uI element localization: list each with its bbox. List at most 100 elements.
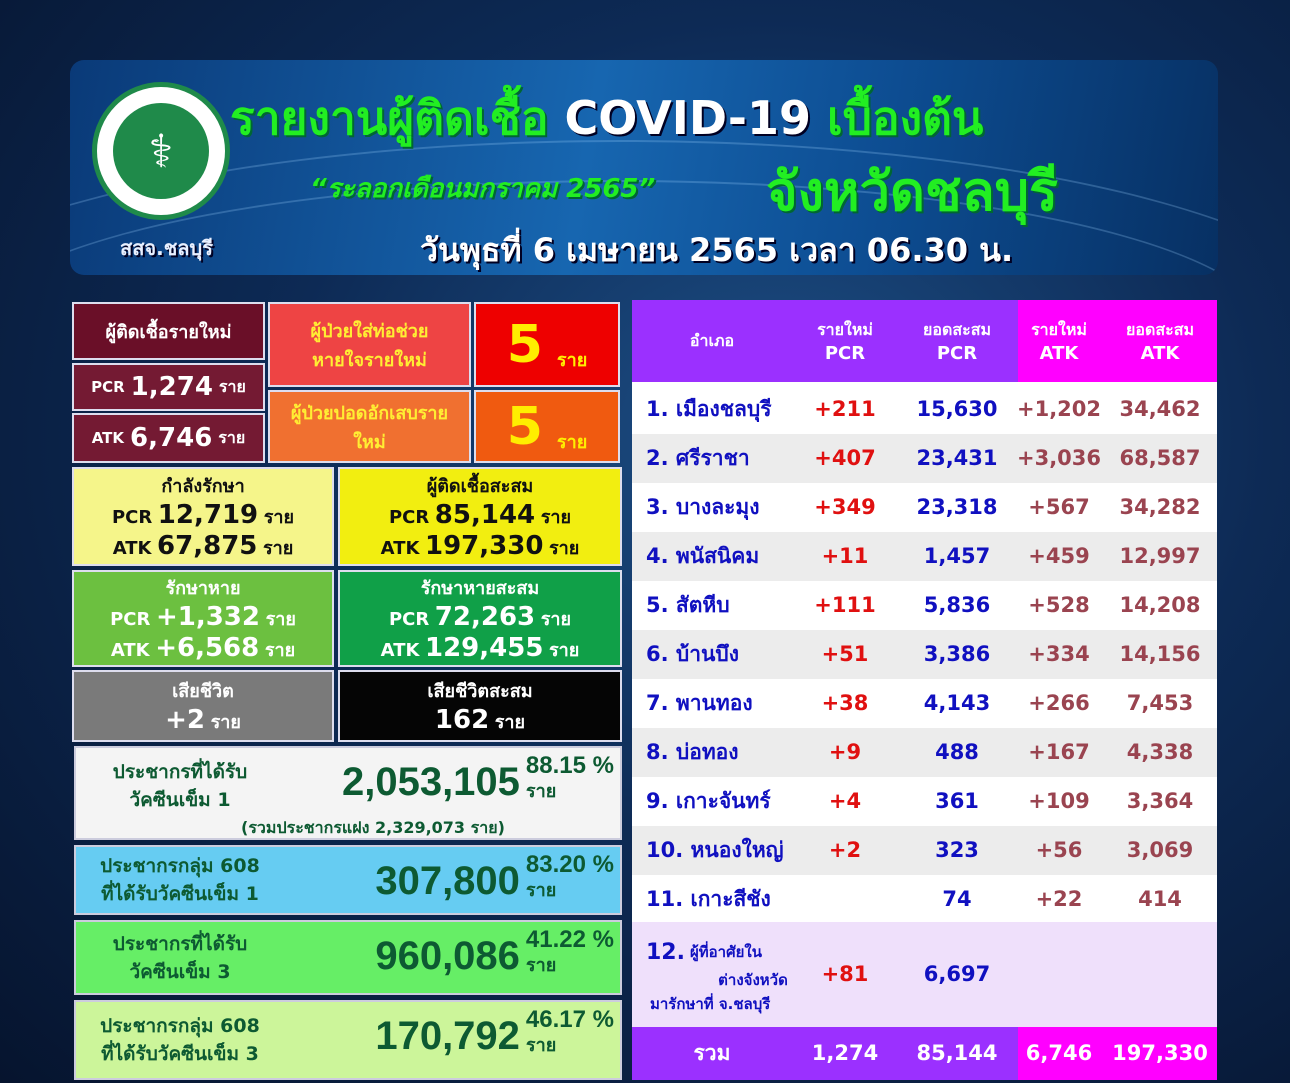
- table-row: 2. ศรีราชา +407 23,431 +3,036 68,587: [632, 434, 1217, 483]
- vaccine-row: ประชากรที่ได้รับ วัคซีนเข็ม 1 2,053,105 8…: [74, 746, 622, 840]
- recovered-cum-box: รักษาหายสะสม PCR 72,263 ราย ATK 129,455 …: [338, 570, 622, 667]
- district-table: อำเภอ รายใหม่ PCR ยอดสะสม PCR รายใหม่ ATK ยอดสะ…: [632, 300, 1217, 1080]
- table-cell: 3,386: [923, 642, 991, 666]
- vaccine-count: 2,053,105: [341, 760, 520, 804]
- table-cell: 5,836: [923, 593, 991, 617]
- ventilator-label: ผู้ป่วยใส่ท่อช่วยหายใจรายใหม่: [268, 302, 471, 387]
- caduceus-icon: ⚕: [113, 103, 209, 199]
- table-cell: +407: [814, 446, 876, 470]
- row12-label-2: ต่างจังหวัด: [718, 971, 788, 989]
- vaccine-percent: 41.22 %: [525, 926, 614, 953]
- column-header: รายใหม่ PCR: [817, 320, 873, 364]
- ventilator-count: 5 ราย: [474, 302, 620, 387]
- vaccine-label: ประชากรกลุ่ม 608 ที่ได้รับวัคซีนเข็ม 1: [100, 855, 260, 905]
- title-suffix: เบื้องต้น: [827, 91, 984, 145]
- table-cell: 15,630: [916, 397, 998, 421]
- pneumonia-label: ผู้ป่วยปอดอักเสบรายใหม่: [268, 390, 471, 463]
- vaccine-unit: ราย: [525, 880, 557, 901]
- new-cases-atk: ATK 6,746 ราย: [72, 413, 265, 463]
- table-header-pcr-bg: [632, 300, 1018, 382]
- table-cell: +528: [1028, 593, 1090, 617]
- table-cell: 3. บางละมุง: [646, 495, 760, 519]
- table-header-atk-bg: [1018, 300, 1217, 382]
- vaccine-count: 960,086: [375, 934, 520, 978]
- table-row: 7. พานทอง +38 4,143 +266 7,453: [632, 679, 1217, 728]
- table-cell: +3,036: [1016, 446, 1102, 470]
- new-cases-label: ผู้ติดเชื้อรายใหม่: [72, 302, 265, 360]
- table-cell: +266: [1028, 691, 1090, 715]
- table-row-12: 12. ผู้ที่อาศัยใน ต่างจังหวัด มารักษาที่…: [632, 922, 1217, 1027]
- vaccine-label: ประชากรที่ได้รับ วัคซีนเข็ม 3: [112, 932, 248, 983]
- table-cell: +211: [814, 397, 876, 421]
- total-row: รวม 1,274 85,144 6,746 197,330: [632, 1029, 1217, 1078]
- vaccine-percent: 83.20 %: [525, 851, 614, 878]
- vaccine-figures: 170,792 46.17 % ราย: [282, 1006, 614, 1060]
- table-cell: +167: [1028, 740, 1090, 764]
- table-cell: 74: [942, 887, 972, 911]
- table-cell: 14,156: [1119, 642, 1201, 666]
- column-header: ยอดสะสม PCR: [922, 320, 992, 364]
- vaccine-row: ประชากรกลุ่ม 608 ที่ได้รับวัคซีนเข็ม 1 30…: [74, 845, 622, 915]
- table-cell: +9: [828, 740, 862, 764]
- table-cell: +459: [1028, 544, 1090, 568]
- table-cell: 3,069: [1126, 838, 1194, 862]
- table-cell: 68,587: [1119, 446, 1201, 470]
- total-cell: 1,274: [811, 1041, 879, 1065]
- table-cell: 11. เกาะสีชัง: [646, 887, 771, 911]
- table-row: 6. บ้านบึง +51 3,386 +334 14,156: [632, 630, 1217, 679]
- table-cell: 7. พานทอง: [646, 691, 753, 715]
- table-cell: 2. ศรีราชา: [646, 446, 750, 470]
- table-cell: +349: [814, 495, 876, 519]
- table-row: 9. เกาะจันทร์ +4 361 +109 3,364: [632, 777, 1217, 826]
- vaccine-count: 307,800: [375, 859, 520, 903]
- row12-pcr-new: +81: [821, 962, 869, 986]
- vaccine-unit: ราย: [525, 781, 557, 802]
- treating-box: กำลังรักษา PCR 12,719 ราย ATK 67,875 ราย: [72, 467, 334, 566]
- ministry-logo: ⚕: [92, 82, 230, 220]
- column-header: ยอดสะสม ATK: [1125, 320, 1195, 364]
- pneumonia-count: 5 ราย: [474, 390, 620, 463]
- row12-label-1: ผู้ที่อาศัยใน: [690, 943, 762, 961]
- vaccine-unit: ราย: [525, 955, 557, 976]
- table-cell: +111: [814, 593, 876, 617]
- table-cell: 361: [935, 789, 979, 813]
- table-cell: +1,202: [1016, 397, 1102, 421]
- row12-label-3: มารักษาที่ จ.ชลบุรี: [650, 995, 771, 1013]
- table-cell: +56: [1035, 838, 1083, 862]
- vaccine-side: 41.22 % ราย: [526, 926, 614, 978]
- org-label: สสจ.ชลบุรี: [120, 236, 213, 260]
- title-thai: รายงานผู้ติดเชื้อ: [230, 91, 549, 145]
- total-cell: 197,330: [1112, 1041, 1208, 1065]
- page-title: รายงานผู้ติดเชื้อ COVID-19 เบื้องต้น: [230, 82, 983, 155]
- table-cell: +51: [821, 642, 869, 666]
- table-cell: 12,997: [1119, 544, 1201, 568]
- header-banner: ⚕ สสจ.ชลบุรี รายงานผู้ติดเชื้อ COVID-19 …: [70, 60, 1218, 275]
- cumulative-box: ผู้ติดเชื้อสะสม PCR 85,144 ราย ATK 197,3…: [338, 467, 622, 566]
- title-covid: COVID-19: [564, 91, 812, 145]
- vaccine-label: ประชากรที่ได้รับ วัคซีนเข็ม 1: [112, 761, 248, 811]
- table-cell: +109: [1028, 789, 1090, 813]
- vaccine-side: 88.15 % ราย: [526, 752, 614, 804]
- vaccine-note: (รวมประชากรแฝง 2,329,073 ราย): [241, 818, 505, 837]
- vaccine-figures: 2,053,105 88.15 % ราย: [282, 752, 614, 806]
- row12-pcr-total: 6,697: [923, 962, 991, 986]
- table-cell: 4. พนัสนิคม: [646, 544, 760, 568]
- total-cell: 6,746: [1025, 1041, 1093, 1065]
- vaccine-label: ประชากรกลุ่ม 608 ที่ได้รับวัคซีนเข็ม 3: [100, 1015, 260, 1065]
- table-cell: 488: [935, 740, 979, 764]
- table-row: 4. พนัสนิคม +11 1,457 +459 12,997: [632, 532, 1217, 581]
- vaccine-percent: 88.15 %: [525, 752, 614, 779]
- table-row: 10. หนองใหญ่ +2 323 +56 3,069: [632, 826, 1217, 875]
- report-date: วันพุธที่ 6 เมษายน 2565 เวลา 06.30 น.: [420, 231, 1014, 269]
- table-row: 8. บ่อทอง +9 488 +167 4,338: [632, 728, 1217, 777]
- table-cell: 1. เมืองชลบุรี: [646, 397, 772, 421]
- table-cell: [800, 875, 890, 924]
- table-row: 11. เกาะสีชัง 74 +22 414: [632, 875, 1217, 924]
- vaccine-side: 46.17 % ราย: [526, 1006, 614, 1058]
- table-cell: 9. เกาะจันทร์: [646, 789, 771, 813]
- vaccine-percent: 46.17 %: [525, 1006, 614, 1033]
- table-cell: 7,453: [1126, 691, 1194, 715]
- table-cell: 414: [1138, 887, 1182, 911]
- vaccine-unit: ราย: [525, 1035, 557, 1056]
- total-cell: 85,144: [916, 1041, 998, 1065]
